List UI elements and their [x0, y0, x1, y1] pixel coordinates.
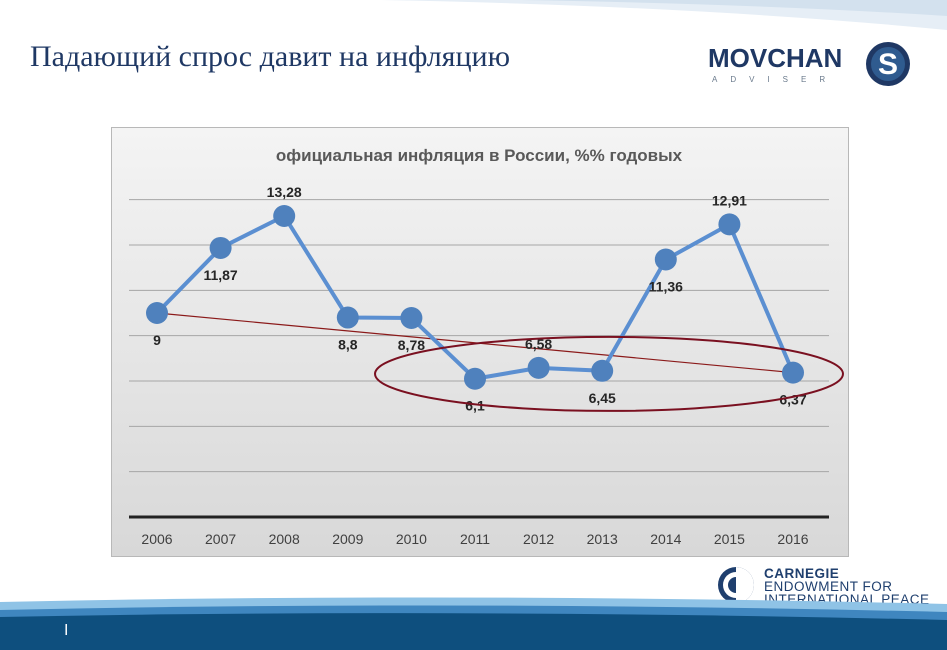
- data-point-2012: [527, 356, 550, 379]
- carnegie-mark-icon: [718, 567, 754, 603]
- data-point-2006: [146, 302, 168, 324]
- data-point-2007: [209, 236, 232, 259]
- data-label-2011: 6,1: [465, 398, 485, 414]
- x-tick-2008: 2008: [269, 531, 300, 547]
- bottom-band-decoration: [0, 597, 947, 650]
- data-label-2010: 8,78: [398, 337, 425, 353]
- data-point-2008: [273, 204, 296, 227]
- highlight-ellipse: [374, 335, 844, 412]
- x-tick-2013: 2013: [587, 531, 618, 547]
- data-label-2014: 11,36: [649, 279, 683, 295]
- x-tick-2012: 2012: [523, 531, 554, 547]
- svg-text:ADVISER: ADVISER: [712, 75, 838, 84]
- page-marker: I: [64, 622, 69, 639]
- slide-title: Падающий спрос давит на инфляцию: [30, 40, 510, 73]
- data-label-2008: 13,28: [267, 184, 302, 200]
- x-axis-tick-labels: 2006 2007 2008 2009 2010 2011 2012 2013 2014 2015…: [141, 531, 808, 547]
- data-point-2013: [591, 359, 614, 382]
- data-label-2006: 9: [153, 332, 161, 348]
- top-swoosh-decoration: [380, 0, 947, 30]
- x-tick-2015: 2015: [714, 531, 745, 547]
- x-tick-2016: 2016: [777, 531, 808, 547]
- series-line-inflation: [155, 213, 795, 381]
- data-point-2016: [782, 361, 804, 384]
- chart-title: официальная инфляция в России, %% годовы…: [276, 146, 683, 165]
- data-label-2009: 8,8: [338, 337, 358, 353]
- x-tick-2010: 2010: [396, 531, 427, 547]
- data-label-2015: 12,91: [712, 192, 747, 208]
- inflation-line-chart: официальная инфляция в России, %% годовы…: [129, 146, 844, 547]
- data-point-2014: [654, 248, 677, 271]
- x-tick-2006: 2006: [141, 531, 172, 547]
- chart-grid: [129, 199, 829, 519]
- carnegie-logo-line2: ENDOWMENT FOR: [764, 579, 893, 594]
- data-point-2011: [464, 367, 486, 390]
- x-tick-2007: 2007: [205, 531, 236, 547]
- x-tick-2014: 2014: [650, 531, 681, 547]
- svg-text:MOVCHAN: MOVCHAN: [708, 43, 842, 73]
- data-label-2013: 6,45: [589, 390, 616, 406]
- data-points: [146, 204, 804, 390]
- x-tick-2011: 2011: [460, 531, 490, 547]
- x-tick-2009: 2009: [332, 531, 363, 547]
- data-label-2007: 11,87: [203, 267, 237, 283]
- carnegie-logo-line1: CARNEGIE: [764, 566, 840, 581]
- data-point-2015: [718, 213, 741, 236]
- movchan-adviser-logo: MOVCHAN ADVISER S: [708, 42, 910, 86]
- data-point-2010: [400, 306, 423, 329]
- svg-text:S: S: [878, 48, 898, 81]
- data-point-2009: [336, 306, 359, 329]
